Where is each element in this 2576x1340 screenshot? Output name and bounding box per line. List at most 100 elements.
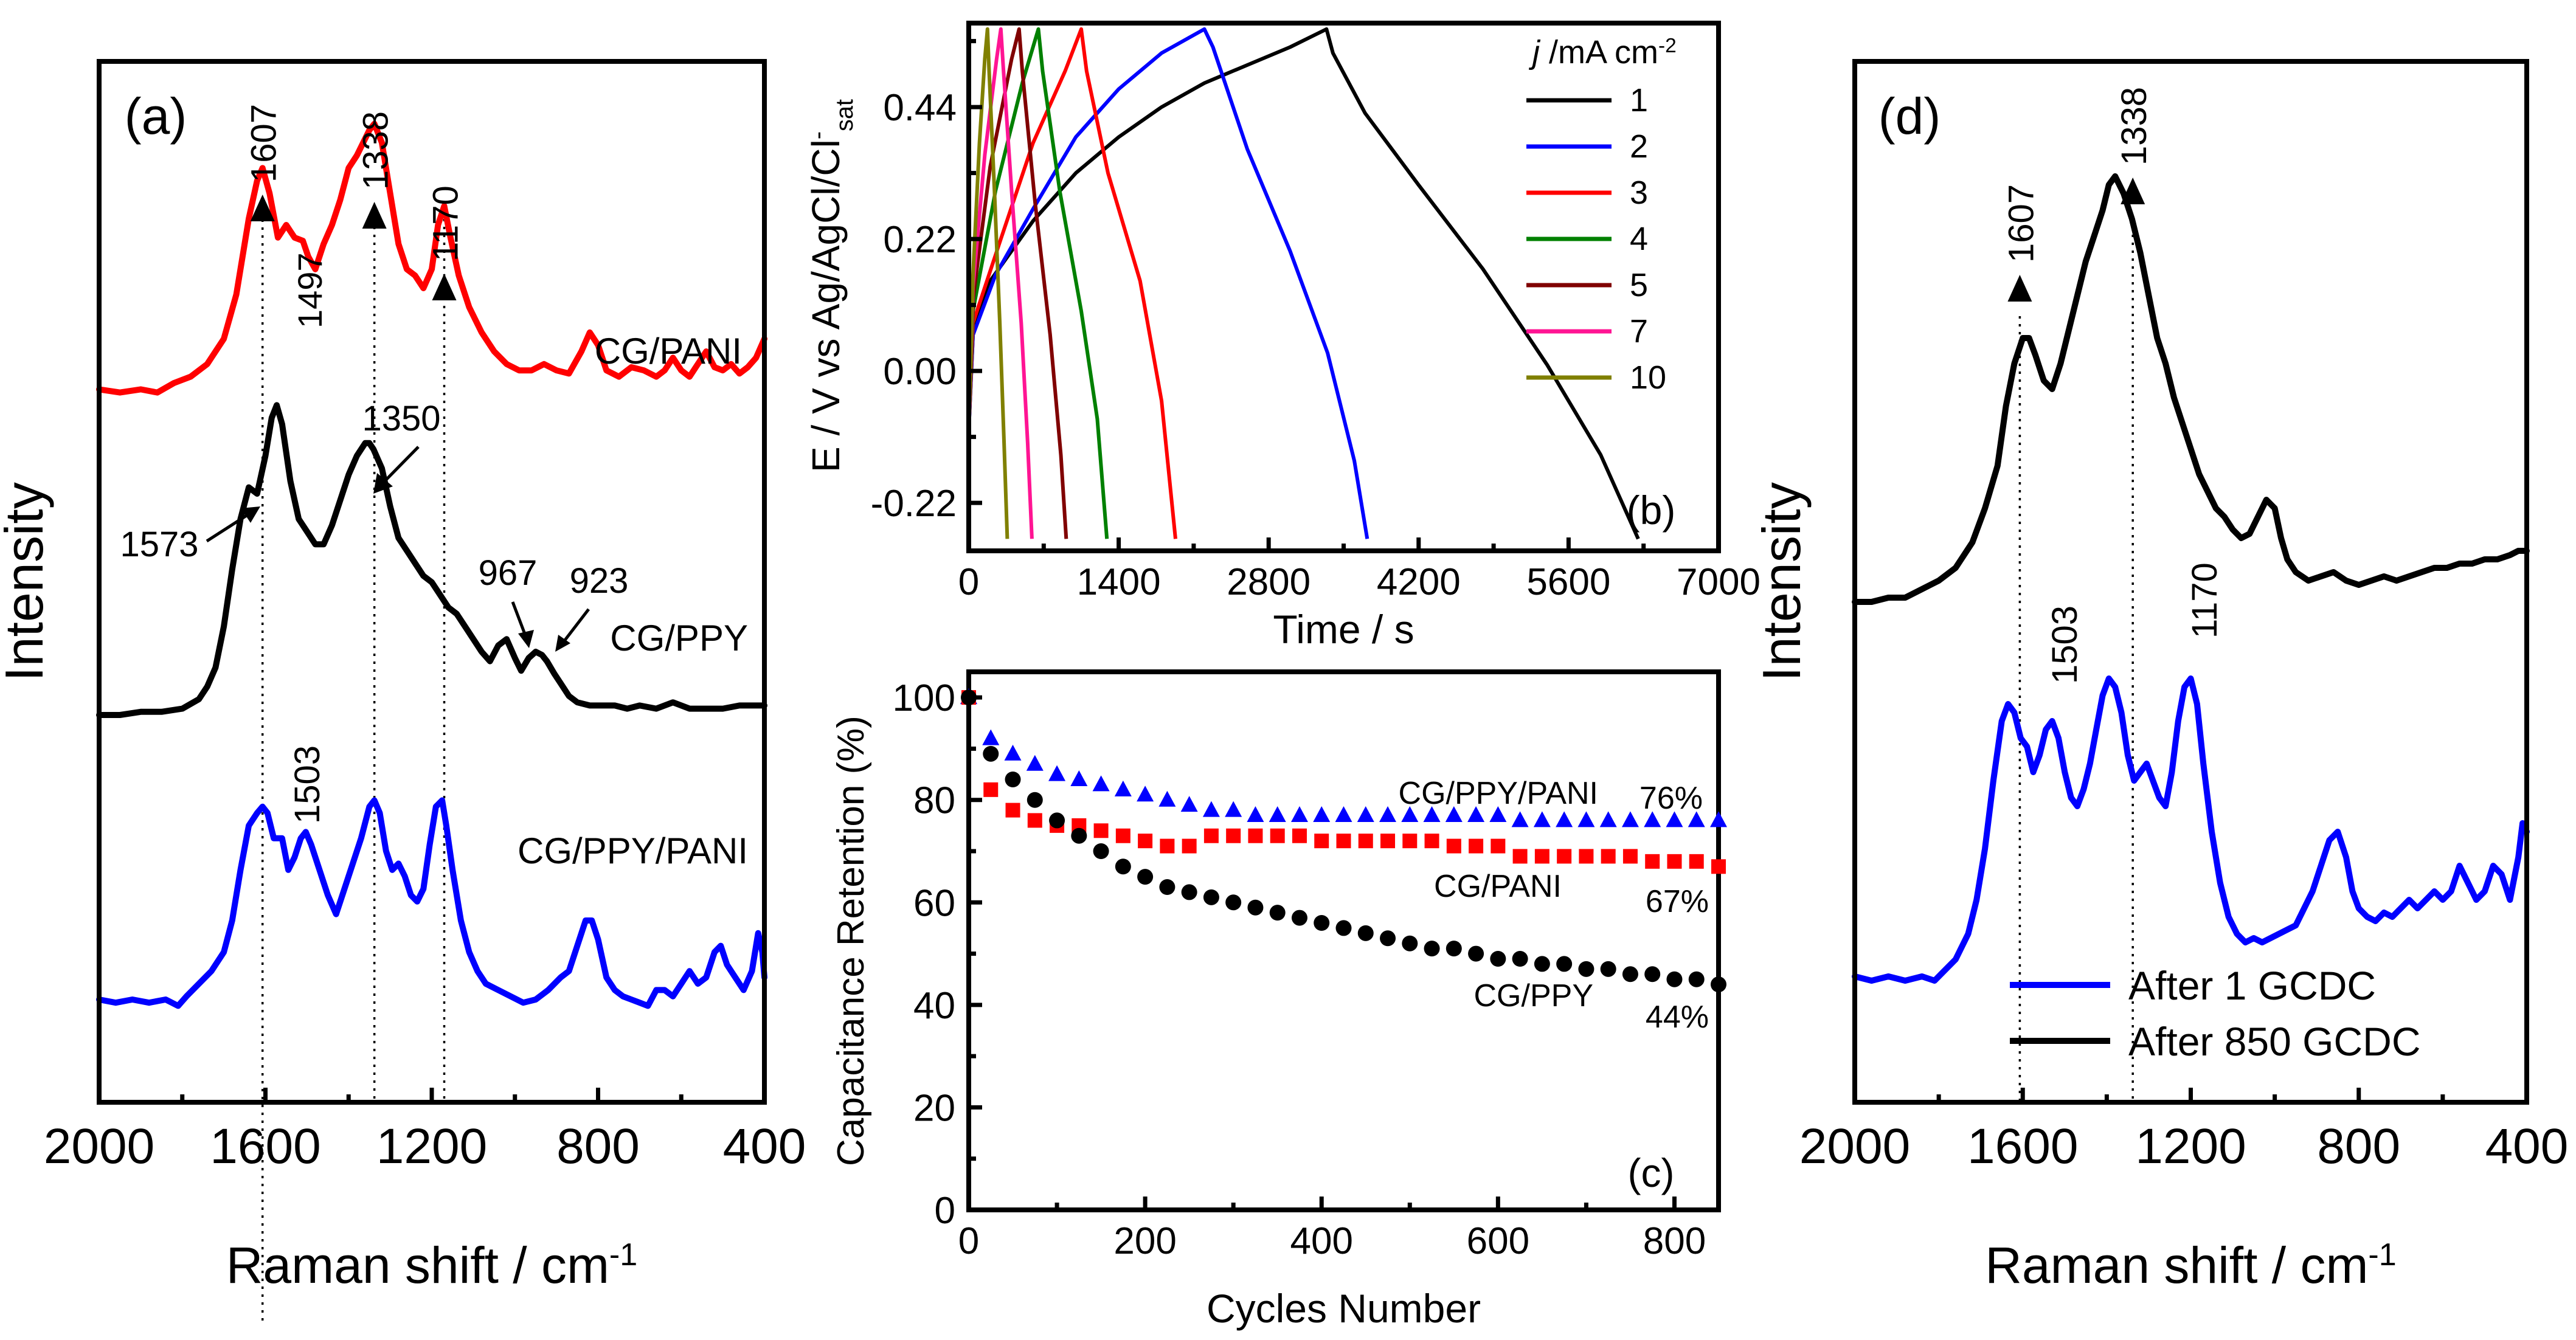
retention-point: [1666, 811, 1683, 827]
series-label: CG/PANI: [1434, 869, 1562, 904]
retention-point: [1578, 961, 1594, 977]
legend-label: After 850 GCDC: [2128, 1019, 2421, 1064]
retention-point: [1666, 971, 1683, 987]
retention-point: [1335, 806, 1352, 822]
retention-point: [1711, 859, 1726, 874]
retention-point: [1556, 956, 1573, 972]
raman-curve-cg-pani: [96, 120, 767, 396]
retention-point: [1402, 935, 1418, 951]
retention-point: [1621, 811, 1639, 827]
legend-label: After 1 GCDC: [2128, 963, 2376, 1008]
annotation-1350: 1350: [362, 399, 440, 438]
retention-point: [1158, 790, 1176, 807]
retention-point: [1226, 828, 1241, 843]
peak-arrow-1170: [432, 274, 457, 300]
retention-point: [1423, 806, 1441, 822]
retention-point: [1313, 806, 1331, 822]
retention-point: [1225, 801, 1242, 817]
retention-point: [1225, 894, 1242, 911]
x-tick-label: 5600: [1526, 561, 1610, 603]
retention-point: [1534, 956, 1550, 972]
retention-point: [1489, 806, 1507, 822]
y-tick-label: 80: [913, 780, 955, 822]
retention-point: [1533, 811, 1551, 827]
retention-point: [1579, 849, 1594, 864]
retention-point: [1644, 966, 1661, 983]
raman-curve-after-1-gcdc: [1852, 675, 2530, 984]
panel-c-capacitance-retention: 0 200 400 600 800 0 20 40 60 80 100 Cycles Number Ca…: [830, 669, 1727, 1331]
retention-point: [1512, 951, 1528, 967]
series-label: CG/PPY: [1474, 978, 1594, 1014]
annotation-967: 967: [479, 553, 538, 593]
y-axis-label: Intensity: [0, 482, 54, 682]
retention-point: [1402, 834, 1418, 849]
retention-point: [1004, 744, 1022, 761]
y-tick-label: 100: [893, 677, 955, 719]
retention-point: [1380, 834, 1396, 849]
retention-point: [1202, 801, 1220, 817]
annotation-1170: 1170: [2185, 562, 2225, 638]
retention-point: [1336, 834, 1351, 849]
retention-point: [1114, 780, 1132, 796]
retention-point: [1467, 806, 1485, 822]
peak-label-1170: 1170: [426, 185, 466, 261]
x-axis-label: Raman shift / cm-1: [226, 1237, 637, 1294]
retention-point: [1248, 828, 1263, 843]
annotation-1503: 1503: [2045, 606, 2085, 684]
retention-point: [1689, 854, 1704, 869]
raman-curve-after-850-gcdc: [1852, 173, 2530, 605]
peak-label-1607: 1607: [2001, 184, 2041, 263]
retention-point: [1600, 961, 1616, 977]
retention-point: [1556, 811, 1573, 827]
x-tick-label: 200: [1113, 1220, 1176, 1262]
retention-point: [983, 782, 999, 797]
gcd-curve-3: [967, 27, 1177, 539]
retention-point: [1247, 806, 1264, 822]
retention-point: [1137, 786, 1154, 802]
retention-point: [1512, 849, 1528, 864]
peak-arrow-1607: [250, 195, 275, 221]
x-tick-label: 1200: [2135, 1119, 2246, 1174]
gcd-curve-10: [967, 27, 1009, 539]
retention-point: [1469, 838, 1484, 854]
retention-point: [1270, 828, 1285, 843]
retention-point: [1468, 945, 1484, 962]
peak-arrow-1338: [362, 202, 387, 229]
x-tick-label: 2000: [1799, 1119, 1910, 1174]
retention-point: [1357, 925, 1374, 941]
retention-point: [1445, 806, 1463, 822]
annotation-arrowhead-923: [555, 635, 570, 652]
retention-point: [1203, 889, 1219, 905]
annotation-1497: 1497: [291, 252, 329, 328]
retention-point: [1269, 905, 1286, 921]
panel-label: (a): [125, 88, 187, 145]
x-tick-label: 1400: [1077, 561, 1161, 603]
retention-point: [1005, 772, 1021, 787]
panel-a-raman-spectra: 2000 1600 1200 800 400 Raman shift / cm-1 Inte…: [0, 59, 806, 1325]
retention-point: [982, 729, 1000, 745]
series-label: CG/PANI: [595, 331, 742, 371]
x-axis-label: Cycles Number: [1207, 1286, 1481, 1331]
annotation-arrow-1350: [381, 446, 420, 485]
retention-point: [1577, 811, 1595, 827]
gcd-curve-4: [967, 27, 1109, 539]
retention-point: [1070, 770, 1088, 786]
y-tick-label: 0.44: [883, 87, 957, 129]
x-tick-label: 400: [2485, 1119, 2569, 1174]
annotation-arrow-967: [511, 601, 528, 638]
x-tick-label: 400: [723, 1119, 806, 1174]
series-final-value: 67%: [1646, 884, 1709, 919]
retention-point: [1446, 941, 1462, 957]
retention-point: [1182, 838, 1197, 854]
x-tick-label: 1600: [210, 1119, 320, 1174]
retention-point: [1645, 854, 1660, 869]
plot-frame: [966, 669, 1721, 1212]
retention-point: [1071, 827, 1087, 844]
y-tick-label: -0.22: [871, 483, 957, 525]
y-axis-label: E / V vs Ag/AgCl/Cl-sat: [804, 99, 858, 472]
retention-point: [1357, 806, 1374, 822]
gcd-curve-7: [967, 27, 1034, 539]
retention-point: [1446, 838, 1461, 854]
retention-point: [1159, 879, 1175, 895]
